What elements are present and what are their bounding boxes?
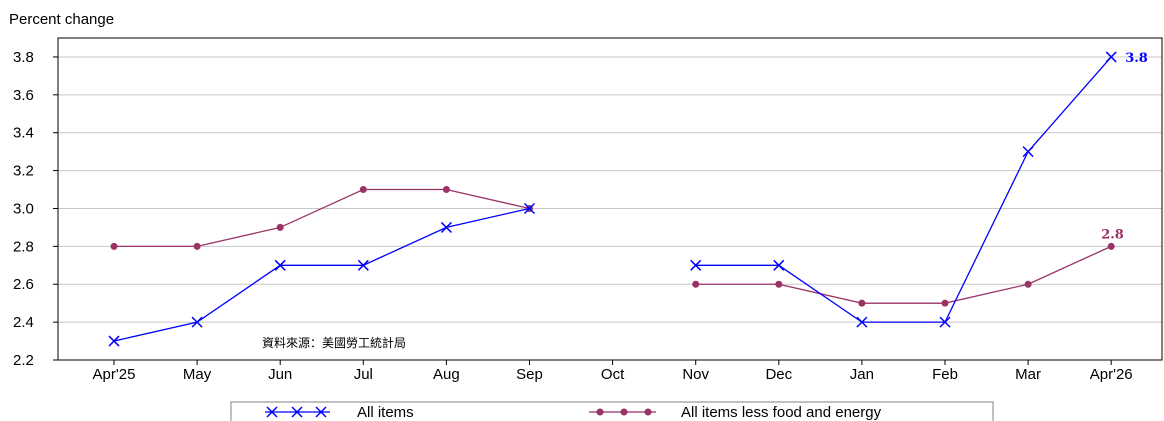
series-line <box>695 245 1112 304</box>
x-tick-label: Jan <box>850 366 874 383</box>
data-label: 2.8 <box>1101 227 1124 242</box>
marker-stroke <box>191 316 203 328</box>
gridlines <box>53 56 1162 361</box>
data-point <box>274 259 286 271</box>
data-point <box>108 335 120 347</box>
data-point <box>773 259 785 271</box>
x-tick-label: Jul <box>354 366 373 383</box>
x-tick-label: Sep <box>516 366 543 383</box>
legend-marker <box>315 406 327 418</box>
marker-stroke <box>266 406 278 418</box>
data-point <box>523 202 536 215</box>
data-point <box>110 242 118 250</box>
marker-stroke <box>274 259 286 271</box>
data-point <box>856 316 868 328</box>
series-line <box>113 207 530 342</box>
data-point <box>690 259 702 271</box>
x-tick-label: Apr'25 <box>93 366 136 383</box>
legend-label-all-items: All items <box>357 404 414 421</box>
legend: All items All items less food and energy <box>230 401 994 421</box>
data-point <box>939 316 951 328</box>
data-point <box>440 221 452 233</box>
legend-marker <box>644 408 652 416</box>
x-tick-label: Mar <box>1015 366 1041 383</box>
legend-marker <box>291 406 303 418</box>
y-tick-label: 3.2 <box>13 163 34 180</box>
marker-stroke <box>440 221 452 233</box>
data-point <box>1022 146 1034 158</box>
legend-box <box>230 401 994 421</box>
marker-stroke <box>773 259 785 271</box>
legend-marker <box>596 408 604 416</box>
data-label: 3.8 <box>1125 51 1148 66</box>
x-tick-label: Oct <box>601 366 625 383</box>
x-tick-label: Aug <box>433 366 460 383</box>
y-tick-label: 2.2 <box>13 352 34 369</box>
y-tick-label: 2.6 <box>13 276 34 293</box>
data-point <box>1107 242 1115 250</box>
series-layer: 2.8 3.8 <box>108 51 1148 347</box>
x-tick-label: Feb <box>932 366 958 383</box>
x-tick-label: Jun <box>268 366 292 383</box>
x-tick-label: May <box>183 366 212 383</box>
data-point <box>1024 280 1032 288</box>
y-axis-label: Percent change <box>9 11 114 28</box>
data-point <box>276 223 284 231</box>
series-all-items: 3.8 <box>108 51 1148 347</box>
data-point <box>359 186 367 194</box>
marker-stroke <box>939 316 951 328</box>
data-point <box>191 316 203 328</box>
data-point <box>1105 51 1117 63</box>
x-tick-label: Dec <box>765 366 792 383</box>
data-point <box>442 186 450 194</box>
axes <box>57 37 1163 361</box>
series-core: 2.8 <box>110 186 1124 307</box>
marker-stroke <box>357 259 369 271</box>
data-point <box>692 280 700 288</box>
legend-marker <box>266 406 278 418</box>
y-tick-labels: 2.2 2.4 2.6 2.8 3.0 3.2 3.4 3.6 3.8 <box>13 49 34 369</box>
plot-area-frame <box>57 37 1163 361</box>
source-annotation: 資料來源：美國勞工統計局 <box>262 335 406 350</box>
data-point <box>941 299 949 307</box>
y-tick-label: 3.4 <box>13 125 34 142</box>
x-tick-label: Nov <box>682 366 709 383</box>
y-tick-label: 3.0 <box>13 200 34 217</box>
marker-stroke <box>108 335 120 347</box>
marker-stroke <box>291 406 303 418</box>
marker-stroke <box>315 406 327 418</box>
marker-stroke <box>523 202 536 215</box>
y-tick-label: 3.6 <box>13 87 34 104</box>
y-tick-label: 2.4 <box>13 314 34 331</box>
legend-label-core: All items less food and energy <box>681 404 882 421</box>
y-tick-label: 3.8 <box>13 49 34 66</box>
marker-stroke <box>856 316 868 328</box>
x-tick-label: Apr'26 <box>1090 366 1133 383</box>
series-line <box>695 56 1112 323</box>
data-point <box>193 242 201 250</box>
marker-stroke <box>1022 146 1034 158</box>
legend-marker <box>620 408 628 416</box>
x-tick-labels: Apr'25 May Jun Jul Aug Sep Oct Nov Dec Jan Feb Mar A… <box>93 360 1133 383</box>
marker-stroke <box>1105 51 1117 63</box>
marker-stroke <box>690 259 702 271</box>
data-point <box>775 280 783 288</box>
data-point <box>858 299 866 307</box>
series-line <box>114 188 530 248</box>
data-point <box>357 259 369 271</box>
y-tick-label: 2.8 <box>13 238 34 255</box>
